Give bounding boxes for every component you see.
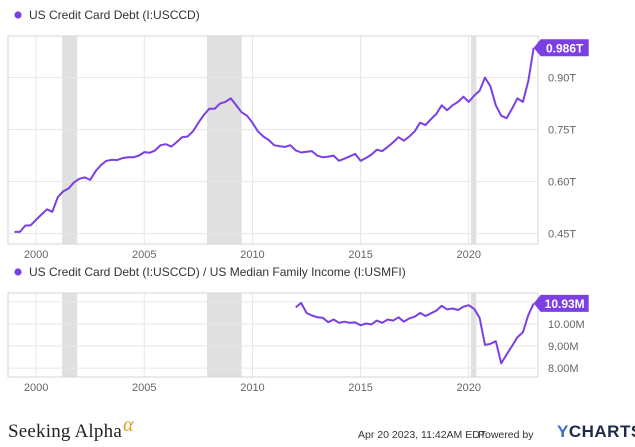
x-tick-label: 2000	[24, 382, 48, 394]
x-tick-label: 2005	[132, 382, 156, 394]
last-value-badge	[533, 39, 589, 57]
recession-band	[62, 293, 78, 377]
plot-frame	[7, 292, 539, 378]
x-tick-label: 2015	[348, 249, 372, 261]
x-tick-label: 2005	[132, 249, 156, 261]
recession-band	[470, 293, 477, 377]
last-value-label: 0.986T	[546, 41, 584, 55]
ycharts-logo-y: Y	[557, 422, 569, 441]
y-tick-label: 10.00M	[548, 319, 585, 331]
last-value-badge	[533, 294, 589, 312]
timestamp: Apr 20 2023, 11:42AM EDT.	[358, 429, 488, 441]
y-tick-label: 8.00M	[548, 363, 579, 375]
ycharts-logo-text: CHARTS	[568, 422, 635, 441]
y-tick-label: 9.00M	[548, 341, 579, 353]
footer: Seeking Alphaα Apr 20 2023, 11:42AM EDT.…	[0, 414, 635, 447]
alpha-mark-icon: α	[122, 414, 134, 436]
legend-label: US Credit Card Debt (I:USCCD) / US Media…	[29, 265, 406, 279]
chart-panel-1: US Credit Card Debt (I:USCCD) 0.45T 0.60T 0…	[7, 8, 589, 261]
series-line[interactable]	[14, 47, 535, 233]
x-tick-label: 2000	[24, 249, 48, 261]
recession-band	[62, 36, 78, 244]
recession-band	[470, 36, 477, 244]
x-tick-label: 2010	[240, 382, 264, 394]
y-tick-label: 0.60T	[548, 177, 576, 189]
seeking-alpha-logo: Seeking Alphaα	[8, 414, 134, 443]
y-tick-label: 0.75T	[548, 125, 576, 137]
series-line[interactable]	[295, 301, 535, 365]
legend-marker	[14, 268, 22, 276]
recession-band	[207, 293, 242, 377]
plot-frame	[7, 35, 539, 245]
ycharts-logo[interactable]: YCHARTS	[557, 422, 635, 442]
last-value-label: 10.93M	[545, 297, 585, 311]
x-tick-label: 2020	[457, 382, 481, 394]
legend-marker	[14, 11, 22, 19]
brand-name: Seeking Alpha	[8, 421, 122, 442]
x-tick-label: 2020	[457, 249, 481, 261]
chart-panel-2: US Credit Card Debt (I:USCCD) / US Media…	[7, 265, 589, 394]
x-tick-label: 2015	[348, 382, 372, 394]
legend-label: US Credit Card Debt (I:USCCD)	[29, 8, 200, 22]
y-tick-label: 0.90T	[548, 73, 576, 85]
x-tick-label: 2010	[240, 249, 264, 261]
y-tick-label: 0.45T	[548, 229, 576, 241]
powered-by-text: Powered by	[478, 429, 534, 441]
recession-band	[207, 36, 242, 244]
